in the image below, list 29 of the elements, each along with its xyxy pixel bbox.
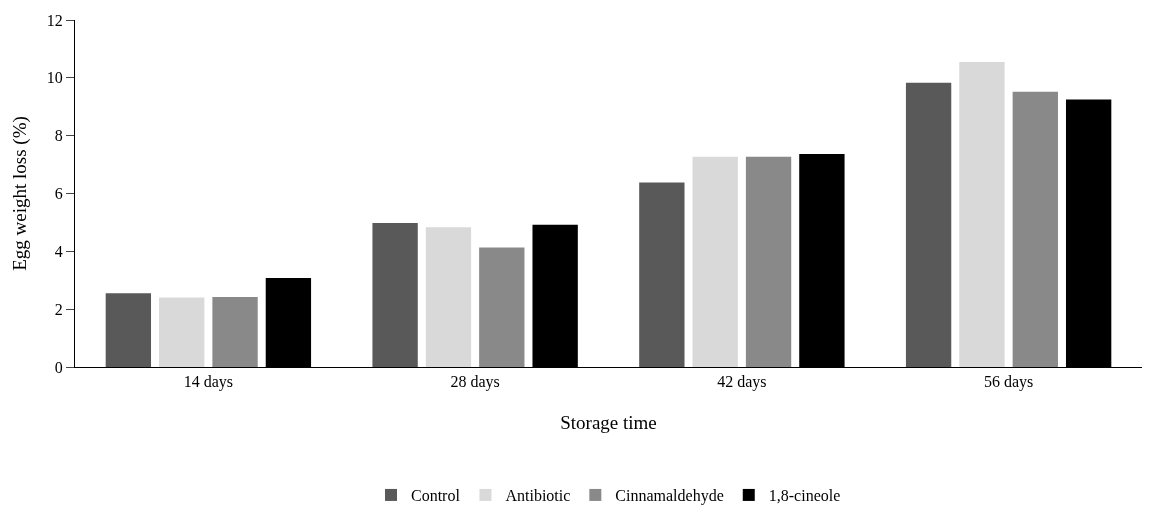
y-tick-label: 2 [54, 300, 63, 318]
bar [745, 156, 792, 367]
x-tick-label: 56 days [983, 373, 1034, 392]
legend-label: Cinnamaldehyde [615, 487, 724, 506]
y-tick-label: 8 [54, 127, 63, 145]
legend-label: Antibiotic [505, 487, 571, 505]
bar [692, 156, 738, 367]
y-tick-label: 12 [46, 11, 63, 29]
x-tick-label: 28 days [450, 373, 500, 392]
x-tick-label: 14 days [183, 373, 234, 392]
bar [159, 297, 205, 367]
bar [639, 182, 685, 367]
y-axis-title: Egg weight loss (%) [8, 116, 31, 271]
y-tick-label: 4 [54, 242, 63, 260]
bar [1012, 91, 1058, 367]
bar [959, 61, 1005, 367]
bar [212, 297, 258, 367]
legend-label: 1,8-cineole [768, 487, 841, 505]
legend-label: Control [411, 487, 461, 505]
y-tick-label: 10 [46, 69, 63, 87]
y-tick-label: 0 [54, 358, 63, 376]
x-axis-title: Storage time [560, 412, 657, 433]
bar [905, 82, 952, 367]
x-tick-label: 42 days [717, 373, 767, 392]
bar [425, 227, 472, 367]
bar [372, 222, 418, 367]
y-tick-label: 6 [54, 185, 63, 203]
bar [479, 247, 525, 367]
bar [105, 293, 152, 367]
